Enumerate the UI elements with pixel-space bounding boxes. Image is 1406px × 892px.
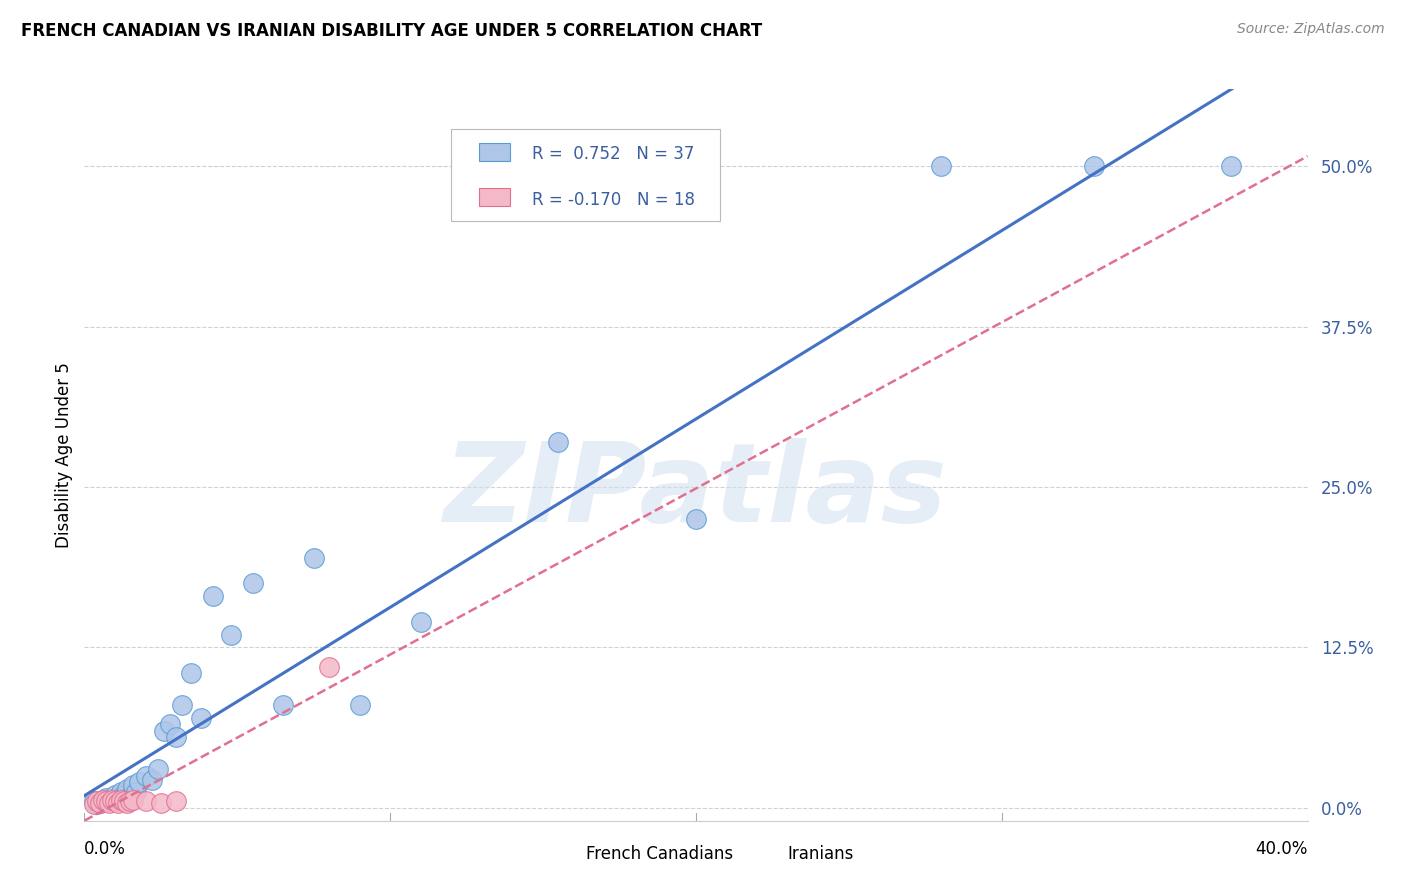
Text: 40.0%: 40.0%	[1256, 840, 1308, 858]
Point	[929, 159, 952, 173]
Point	[94, 794, 117, 808]
Point	[107, 790, 129, 805]
Point	[190, 711, 212, 725]
Point	[349, 698, 371, 713]
Point	[409, 615, 432, 629]
Text: Source: ZipAtlas.com: Source: ZipAtlas.com	[1237, 22, 1385, 37]
Point	[86, 797, 108, 811]
Text: Iranians: Iranians	[787, 845, 853, 863]
FancyBboxPatch shape	[479, 188, 510, 206]
Point	[86, 794, 108, 808]
Point	[125, 785, 148, 799]
Point	[91, 793, 114, 807]
Point	[104, 794, 127, 808]
Point	[165, 794, 187, 808]
Point	[101, 793, 124, 807]
Point	[165, 730, 187, 744]
Point	[135, 769, 157, 783]
Point	[547, 435, 569, 450]
Point	[122, 793, 145, 807]
FancyBboxPatch shape	[479, 143, 510, 161]
Point	[302, 550, 325, 565]
Point	[89, 796, 111, 810]
Point	[149, 796, 172, 810]
Point	[180, 666, 202, 681]
Point	[97, 794, 120, 808]
Point	[83, 794, 105, 808]
Point	[146, 762, 169, 776]
Point	[83, 797, 105, 811]
Point	[153, 723, 176, 738]
FancyBboxPatch shape	[751, 847, 779, 868]
Point	[135, 794, 157, 808]
Point	[94, 790, 117, 805]
Point	[122, 778, 145, 792]
Point	[91, 793, 114, 807]
Point	[115, 796, 138, 810]
Point	[107, 796, 129, 810]
Point	[112, 794, 135, 808]
Text: ZIPatlas: ZIPatlas	[444, 438, 948, 545]
Point	[120, 794, 142, 808]
Point	[110, 785, 132, 799]
Y-axis label: Disability Age Under 5: Disability Age Under 5	[55, 362, 73, 548]
Point	[201, 589, 224, 603]
Text: R =  0.752   N = 37: R = 0.752 N = 37	[531, 145, 695, 163]
Point	[128, 775, 150, 789]
Point	[1083, 159, 1105, 173]
Point	[318, 659, 340, 673]
Point	[110, 793, 132, 807]
Text: 0.0%: 0.0%	[84, 840, 127, 858]
Point	[242, 576, 264, 591]
Point	[172, 698, 194, 713]
FancyBboxPatch shape	[451, 129, 720, 221]
Point	[141, 772, 163, 787]
Point	[101, 792, 124, 806]
Point	[104, 788, 127, 802]
Point	[159, 717, 181, 731]
Point	[219, 627, 242, 641]
Point	[97, 796, 120, 810]
Point	[685, 512, 707, 526]
Text: R = -0.170   N = 18: R = -0.170 N = 18	[531, 191, 695, 209]
Point	[112, 788, 135, 802]
FancyBboxPatch shape	[550, 847, 578, 868]
Text: FRENCH CANADIAN VS IRANIAN DISABILITY AGE UNDER 5 CORRELATION CHART: FRENCH CANADIAN VS IRANIAN DISABILITY AG…	[21, 22, 762, 40]
Point	[271, 698, 294, 713]
Point	[1220, 159, 1243, 173]
Text: French Canadians: French Canadians	[586, 845, 733, 863]
Point	[120, 789, 142, 804]
Point	[89, 796, 111, 810]
Point	[115, 781, 138, 796]
